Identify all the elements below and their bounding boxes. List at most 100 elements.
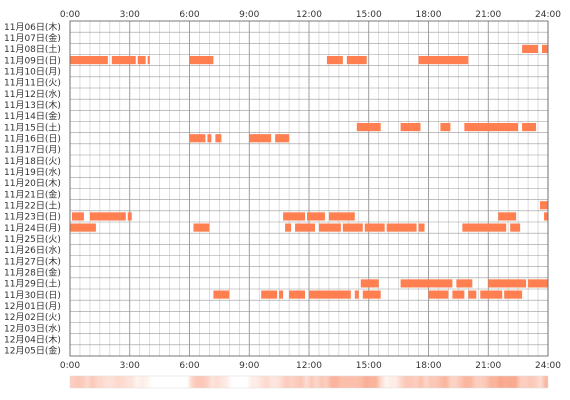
x-tick-label: 0:00 [60, 10, 80, 20]
x-tick-label-bottom: 15:00 [356, 361, 382, 371]
row-label: 11月16日(日) [4, 133, 61, 144]
activity-segment [452, 290, 465, 299]
plot-frame [69, 20, 549, 357]
activity-segment [309, 290, 351, 299]
row-label: 11月21日(金) [4, 188, 61, 200]
activity-segment [147, 56, 150, 65]
activity-segment [71, 212, 84, 221]
activity-segment [418, 223, 425, 232]
activity-segment [400, 279, 453, 288]
row-label: 11月19日(水) [4, 166, 61, 178]
activity-segment [456, 279, 473, 288]
activity-segment [307, 212, 325, 221]
activity-segment [504, 290, 523, 299]
activity-segment [522, 44, 539, 53]
x-tick-label: 18:00 [416, 10, 442, 20]
activity-segment [522, 123, 537, 132]
row-label: 11月27日(木) [4, 255, 61, 267]
activity-segment [189, 56, 214, 65]
activity-segment [464, 123, 519, 132]
x-tick-label: 21:00 [475, 10, 501, 20]
activity-segment [462, 223, 507, 232]
row-label: 12月05日(金) [4, 345, 61, 357]
row-label: 11月10日(月) [4, 66, 61, 77]
activity-segment [326, 56, 343, 65]
activity-segment [213, 290, 230, 299]
row-label: 12月01日(月) [4, 301, 61, 312]
row-label: 11月30日(日) [4, 290, 61, 301]
row-label: 11月23日(日) [4, 212, 61, 223]
activity-segment [127, 212, 132, 221]
row-label: 11月13日(木) [4, 99, 61, 111]
row-label: 11月17日(月) [4, 145, 61, 156]
x-tick-label-bottom: 6:00 [179, 361, 199, 371]
x-tick-label-bottom: 9:00 [239, 361, 259, 371]
row-labels: 11月06日(木)11月07日(金)11月08日(土)11月09日(日)11月1… [4, 21, 61, 357]
row-label: 11月29日(土) [4, 278, 61, 290]
row-label: 11月24日(月) [4, 223, 61, 234]
activity-segment [89, 212, 126, 221]
activity-segment [328, 212, 355, 221]
row-label: 12月04日(木) [4, 333, 61, 345]
activity-density-band [69, 375, 549, 389]
activity-segment [283, 212, 306, 221]
activity-segment [542, 44, 548, 53]
row-label: 11月18日(火) [4, 156, 61, 167]
x-tick-label-bottom: 18:00 [416, 361, 442, 371]
activity-segment [70, 223, 96, 232]
activity-segment [285, 223, 292, 232]
row-label: 11月12日(水) [4, 88, 61, 100]
x-tick-label-bottom: 24:00 [535, 361, 561, 371]
activity-segment [386, 223, 417, 232]
activity-segment [356, 123, 381, 132]
activity-segment [70, 56, 108, 65]
activity-segment [418, 56, 469, 65]
row-label: 11月28日(金) [4, 266, 61, 278]
x-tick-label-bottom: 21:00 [475, 361, 501, 371]
activity-segment [468, 290, 477, 299]
x-tick-label: 15:00 [356, 10, 382, 20]
activity-segment [249, 134, 272, 143]
activity-segment [137, 56, 146, 65]
x-tick-labels: 0:00 0:00 3:00 3:00 6:00 6:00 9:00 9:00 12:00 12:… [60, 10, 561, 371]
activity-segment [193, 223, 210, 232]
x-tick-label-bottom: 12:00 [296, 361, 322, 371]
activity-segments [70, 44, 548, 299]
row-label: 11月22日(土) [4, 199, 61, 211]
row-label: 12月02日(火) [4, 312, 61, 323]
activity-segment [400, 123, 421, 132]
x-tick-label: 9:00 [239, 10, 259, 20]
activity-segment [540, 201, 548, 210]
row-label: 12月03日(水) [4, 322, 61, 334]
row-label: 11月20日(木) [4, 177, 61, 189]
activity-segment [318, 223, 341, 232]
x-tick-label-bottom: 0:00 [60, 361, 80, 371]
row-label: 11月08日(土) [4, 43, 61, 55]
activity-segment [480, 290, 503, 299]
plot-border [69, 20, 549, 357]
activity-segment [364, 223, 385, 232]
activity-segment [488, 279, 527, 288]
activity-segment [189, 134, 206, 143]
row-label: 11月06日(木) [4, 21, 61, 33]
activity-segment [360, 279, 379, 288]
row-label: 11月11日(火) [4, 78, 61, 89]
activity-segment [289, 290, 306, 299]
activity-segment [440, 123, 451, 132]
activity-segment [215, 134, 222, 143]
activity-segment [279, 290, 284, 299]
row-label: 11月25日(火) [4, 234, 61, 245]
x-tick-label: 12:00 [296, 10, 322, 20]
activity-segment [544, 212, 548, 221]
activity-segment [428, 290, 449, 299]
activity-segment [528, 279, 548, 288]
activity-segment [346, 56, 367, 65]
activity-segment [111, 56, 136, 65]
row-label: 11月26日(水) [4, 244, 61, 256]
row-label: 11月07日(金) [4, 32, 61, 44]
activity-segment [362, 290, 381, 299]
row-label: 11月14日(金) [4, 110, 61, 122]
row-label: 11月15日(土) [4, 121, 61, 133]
activity-segment [354, 290, 359, 299]
activity-segment [207, 134, 212, 143]
